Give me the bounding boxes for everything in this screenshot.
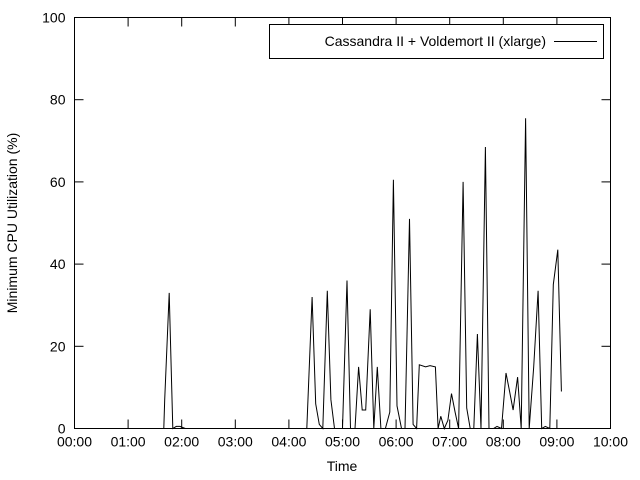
x-tick-label: 05:00	[325, 434, 360, 450]
plot-frame	[74, 17, 611, 429]
x-tick-label: 02:00	[164, 434, 199, 450]
y-tick-label: 20	[50, 338, 66, 354]
x-tick-label: 01:00	[111, 434, 146, 450]
legend: Cassandra II + Voldemort II (xlarge)	[269, 24, 604, 59]
y-tick-label: 0	[58, 421, 66, 437]
y-tick-label: 100	[42, 10, 66, 26]
y-tick-label: 40	[50, 256, 66, 272]
x-tick-label: 00:00	[57, 434, 92, 450]
x-tick-label: 08:00	[486, 434, 521, 450]
x-tick-label: 07:00	[432, 434, 467, 450]
y-axis-label: Minimum CPU Utilization (%)	[4, 133, 20, 313]
x-tick-label: 10:00	[593, 434, 628, 450]
y-tick-label: 80	[50, 92, 66, 108]
y-axis-ticks: 0 20 40 60 80 100	[42, 10, 611, 437]
x-axis-ticks: 00:00 01:00 02:00 03:00 04:00 05:00 06:00 07:00…	[57, 17, 628, 450]
y-tick-label: 60	[50, 174, 66, 190]
x-tick-label: 03:00	[218, 434, 253, 450]
x-tick-label: 06:00	[379, 434, 414, 450]
series-line-cassandra-voldemort	[74, 118, 562, 430]
x-tick-label: 09:00	[539, 434, 574, 450]
x-tick-label: 04:00	[271, 434, 306, 450]
x-axis-label: Time	[327, 458, 358, 474]
legend-box	[269, 24, 604, 59]
legend-label: Cassandra II + Voldemort II (xlarge)	[325, 33, 546, 49]
